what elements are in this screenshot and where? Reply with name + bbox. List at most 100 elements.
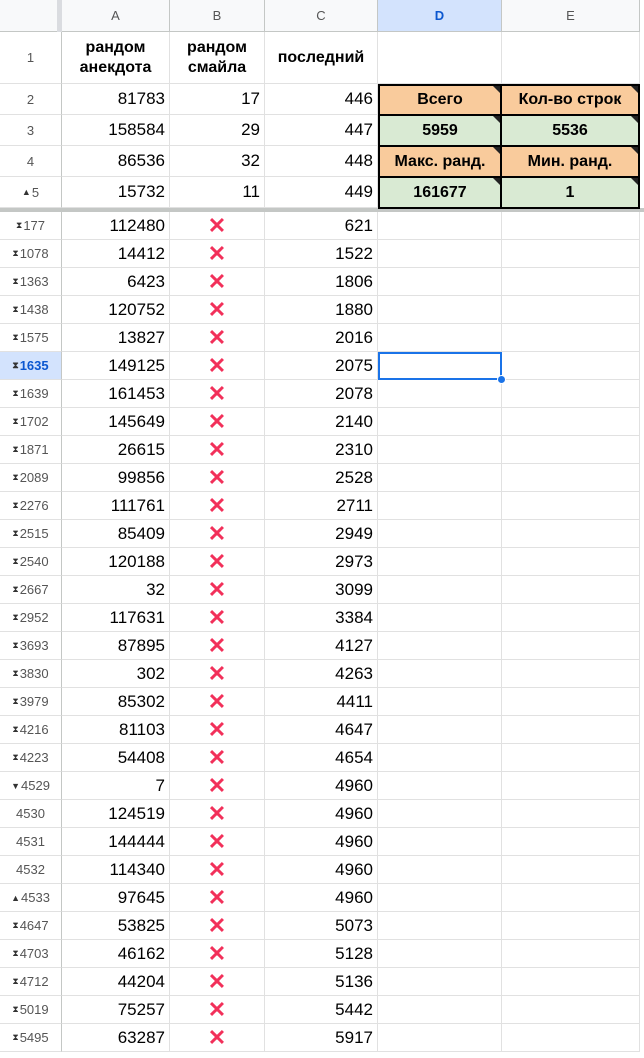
cell-e[interactable] bbox=[502, 1024, 640, 1052]
cell-e[interactable] bbox=[502, 212, 640, 240]
row-header[interactable]: ⧗ 2276 bbox=[0, 492, 62, 520]
cell-a[interactable]: 99856 bbox=[62, 464, 170, 492]
cell-e[interactable] bbox=[502, 996, 640, 1024]
max-value-cell[interactable]: 161677 bbox=[378, 176, 502, 209]
expand-rows-icon[interactable]: ⧗ bbox=[12, 1032, 19, 1042]
cell-a[interactable]: 158584 bbox=[62, 115, 170, 146]
total-value-cell[interactable]: 5959 bbox=[378, 114, 502, 147]
cell-b-mark[interactable]: ✕ bbox=[170, 744, 265, 772]
cell-e[interactable] bbox=[502, 604, 640, 632]
column-header-c[interactable]: C bbox=[265, 0, 378, 32]
cell-d[interactable] bbox=[378, 660, 502, 688]
cell-d1[interactable] bbox=[378, 32, 502, 84]
fill-handle[interactable] bbox=[497, 375, 506, 384]
cell-c[interactable]: 446 bbox=[265, 84, 378, 115]
row-header[interactable]: ⧗ 2952 bbox=[0, 604, 62, 632]
cell-b-mark[interactable]: ✕ bbox=[170, 996, 265, 1024]
cell-e[interactable] bbox=[502, 884, 640, 912]
cell-a1[interactable]: рандом анекдота bbox=[62, 32, 170, 84]
column-header-d[interactable]: D bbox=[378, 0, 502, 32]
cell-c[interactable]: 4960 bbox=[265, 828, 378, 856]
cell-c[interactable]: 3099 bbox=[265, 576, 378, 604]
cell-b-mark[interactable]: ✕ bbox=[170, 688, 265, 716]
cell-e[interactable] bbox=[502, 912, 640, 940]
cell-b-mark[interactable]: ✕ bbox=[170, 604, 265, 632]
cell-a[interactable]: 53825 bbox=[62, 912, 170, 940]
cell-b-mark[interactable]: ✕ bbox=[170, 492, 265, 520]
cell-e[interactable] bbox=[502, 940, 640, 968]
cell-e[interactable] bbox=[502, 324, 640, 352]
cell-d[interactable] bbox=[378, 296, 502, 324]
cell-a[interactable]: 97645 bbox=[62, 884, 170, 912]
cell-c[interactable]: 4960 bbox=[265, 800, 378, 828]
cell-a[interactable]: 46162 bbox=[62, 940, 170, 968]
cell-d[interactable] bbox=[378, 968, 502, 996]
cell-c[interactable]: 4960 bbox=[265, 856, 378, 884]
cell-e[interactable] bbox=[502, 436, 640, 464]
row-header[interactable]: ⧗ 1702 bbox=[0, 408, 62, 436]
row-header[interactable]: ⧗ 3979 bbox=[0, 688, 62, 716]
collapse-down-icon[interactable]: ▼ bbox=[11, 780, 20, 791]
expand-rows-icon[interactable]: ⧗ bbox=[12, 248, 19, 258]
expand-rows-icon[interactable]: ⧗ bbox=[12, 752, 19, 762]
row-header[interactable]: 4 bbox=[0, 146, 62, 177]
cell-a[interactable]: 44204 bbox=[62, 968, 170, 996]
cell-c[interactable]: 1806 bbox=[265, 268, 378, 296]
row-header[interactable]: ⧗ 177 bbox=[0, 212, 62, 240]
cell-d[interactable] bbox=[378, 268, 502, 296]
cell-b-mark[interactable]: ✕ bbox=[170, 576, 265, 604]
cell-e[interactable] bbox=[502, 968, 640, 996]
cell-c[interactable]: 4960 bbox=[265, 772, 378, 800]
cell-c[interactable]: 2711 bbox=[265, 492, 378, 520]
cell-b-mark[interactable]: ✕ bbox=[170, 380, 265, 408]
cell-c[interactable]: 2140 bbox=[265, 408, 378, 436]
cell-e[interactable] bbox=[502, 548, 640, 576]
expand-rows-icon[interactable]: ⧗ bbox=[12, 612, 19, 622]
expand-rows-icon[interactable]: ⧗ bbox=[12, 360, 19, 370]
cell-b[interactable]: 32 bbox=[170, 146, 265, 177]
expand-rows-icon[interactable]: ⧗ bbox=[12, 976, 19, 986]
cell-a[interactable]: 120188 bbox=[62, 548, 170, 576]
expand-rows-icon[interactable]: ⧗ bbox=[12, 724, 19, 734]
cell-e[interactable] bbox=[502, 772, 640, 800]
cell-d[interactable] bbox=[378, 632, 502, 660]
cell-d[interactable] bbox=[378, 240, 502, 268]
cell-b-mark[interactable]: ✕ bbox=[170, 464, 265, 492]
cell-a[interactable]: 63287 bbox=[62, 1024, 170, 1052]
cell-e[interactable] bbox=[502, 408, 640, 436]
cell-d[interactable] bbox=[378, 380, 502, 408]
row-header[interactable]: ⧗ 1871 bbox=[0, 436, 62, 464]
row-header[interactable]: ⧗ 3830 bbox=[0, 660, 62, 688]
cell-e[interactable] bbox=[502, 492, 640, 520]
cell-d[interactable] bbox=[378, 604, 502, 632]
cell-a[interactable]: 85302 bbox=[62, 688, 170, 716]
cell-c[interactable]: 4960 bbox=[265, 884, 378, 912]
cell-a[interactable]: 87895 bbox=[62, 632, 170, 660]
cell-c[interactable]: 2973 bbox=[265, 548, 378, 576]
cell-a[interactable]: 26615 bbox=[62, 436, 170, 464]
cell-e[interactable] bbox=[502, 520, 640, 548]
cell-a[interactable]: 7 bbox=[62, 772, 170, 800]
expand-rows-icon[interactable]: ⧗ bbox=[12, 416, 19, 426]
cell-d[interactable] bbox=[378, 1024, 502, 1052]
cell-b-mark[interactable]: ✕ bbox=[170, 772, 265, 800]
expand-rows-icon[interactable]: ⧗ bbox=[12, 528, 19, 538]
row-header[interactable]: ⧗ 4712 bbox=[0, 968, 62, 996]
cell-a[interactable]: 32 bbox=[62, 576, 170, 604]
cell-c[interactable]: 2078 bbox=[265, 380, 378, 408]
column-header-e[interactable]: E bbox=[502, 0, 640, 32]
row-header[interactable]: 2 bbox=[0, 84, 62, 115]
cell-d[interactable] bbox=[378, 492, 502, 520]
cell-d[interactable] bbox=[378, 996, 502, 1024]
cell-d[interactable] bbox=[378, 828, 502, 856]
cell-a[interactable]: 161453 bbox=[62, 380, 170, 408]
cell-b-mark[interactable]: ✕ bbox=[170, 884, 265, 912]
row-header[interactable]: ⧗ 2540 bbox=[0, 548, 62, 576]
cell-c[interactable]: 2528 bbox=[265, 464, 378, 492]
cell-b[interactable]: 11 bbox=[170, 177, 265, 208]
cell-c[interactable]: 2075 bbox=[265, 352, 378, 380]
cell-a[interactable]: 145649 bbox=[62, 408, 170, 436]
cell-b-mark[interactable]: ✕ bbox=[170, 352, 265, 380]
column-header-b[interactable]: B bbox=[170, 0, 265, 32]
cell-c[interactable]: 2310 bbox=[265, 436, 378, 464]
